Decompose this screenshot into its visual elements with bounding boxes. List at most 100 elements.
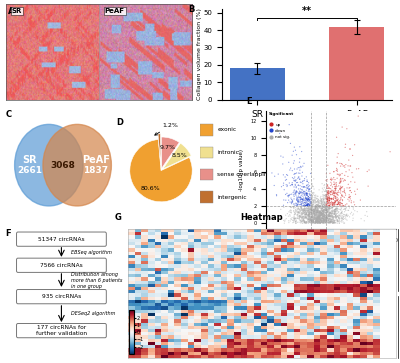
Point — [323, 220, 330, 226]
Point — [322, 218, 328, 224]
Point — [308, 205, 315, 211]
Point — [303, 212, 309, 217]
Point — [316, 213, 323, 219]
Point — [324, 195, 330, 201]
Point — [291, 166, 298, 172]
Point — [316, 197, 322, 203]
Point — [321, 215, 328, 221]
Point — [299, 205, 305, 211]
Point — [286, 180, 292, 186]
Point — [312, 203, 319, 209]
Point — [290, 201, 297, 207]
Point — [324, 204, 331, 210]
Point — [327, 218, 334, 224]
Point — [320, 213, 326, 219]
Point — [309, 195, 316, 201]
Point — [325, 195, 332, 200]
Point — [314, 217, 320, 223]
Point — [312, 218, 319, 224]
Point — [308, 211, 314, 217]
Point — [336, 220, 342, 226]
Point — [332, 207, 338, 213]
Point — [314, 215, 320, 221]
Point — [320, 211, 327, 217]
Point — [323, 215, 329, 221]
Point — [318, 216, 324, 222]
Point — [305, 215, 311, 221]
Point — [339, 217, 346, 223]
Point — [326, 203, 332, 209]
Point — [330, 204, 336, 210]
Point — [318, 217, 324, 223]
Point — [334, 191, 340, 197]
Point — [312, 213, 319, 219]
Point — [330, 196, 336, 201]
Point — [319, 214, 326, 220]
Point — [318, 214, 324, 220]
Point — [300, 207, 306, 213]
Point — [345, 163, 351, 169]
Point — [316, 212, 323, 218]
Point — [304, 192, 310, 198]
Point — [341, 212, 348, 217]
Point — [345, 196, 351, 202]
Point — [326, 220, 333, 226]
Point — [306, 197, 312, 203]
Point — [326, 219, 333, 225]
Point — [322, 216, 329, 222]
Text: exonic: exonic — [217, 127, 236, 132]
Point — [300, 218, 306, 224]
Point — [320, 205, 326, 211]
Point — [334, 202, 340, 208]
Point — [328, 220, 334, 225]
Point — [334, 205, 340, 211]
Point — [324, 198, 331, 204]
Point — [301, 209, 308, 215]
Point — [316, 203, 322, 209]
Point — [318, 212, 324, 217]
Point — [320, 209, 327, 215]
Point — [307, 217, 314, 223]
Point — [292, 216, 298, 221]
Point — [334, 215, 340, 221]
Point — [293, 184, 300, 189]
Point — [312, 215, 319, 221]
Point — [326, 207, 333, 213]
Point — [330, 209, 336, 215]
Point — [300, 181, 306, 187]
Point — [323, 191, 330, 197]
Point — [332, 220, 339, 225]
Point — [327, 176, 334, 182]
Point — [304, 207, 310, 213]
Point — [312, 195, 318, 200]
Point — [330, 217, 337, 223]
Point — [332, 206, 339, 212]
Point — [316, 208, 322, 214]
Point — [306, 198, 312, 204]
Point — [330, 219, 336, 225]
Point — [324, 211, 330, 217]
Point — [337, 172, 344, 178]
Point — [311, 208, 318, 213]
Point — [287, 218, 294, 224]
Point — [327, 214, 333, 220]
Point — [316, 209, 322, 215]
Point — [323, 217, 330, 223]
Point — [312, 196, 318, 202]
Point — [318, 218, 325, 224]
Point — [317, 195, 324, 201]
Point — [316, 213, 322, 219]
Point — [301, 215, 307, 221]
Point — [318, 213, 324, 219]
Point — [310, 176, 317, 182]
Point — [323, 212, 330, 218]
Point — [319, 206, 326, 212]
Point — [297, 212, 303, 218]
Point — [326, 209, 332, 215]
Point — [316, 213, 322, 219]
Point — [295, 210, 301, 216]
Point — [321, 182, 328, 187]
Point — [301, 209, 307, 215]
Point — [325, 216, 331, 221]
Point — [343, 204, 349, 210]
